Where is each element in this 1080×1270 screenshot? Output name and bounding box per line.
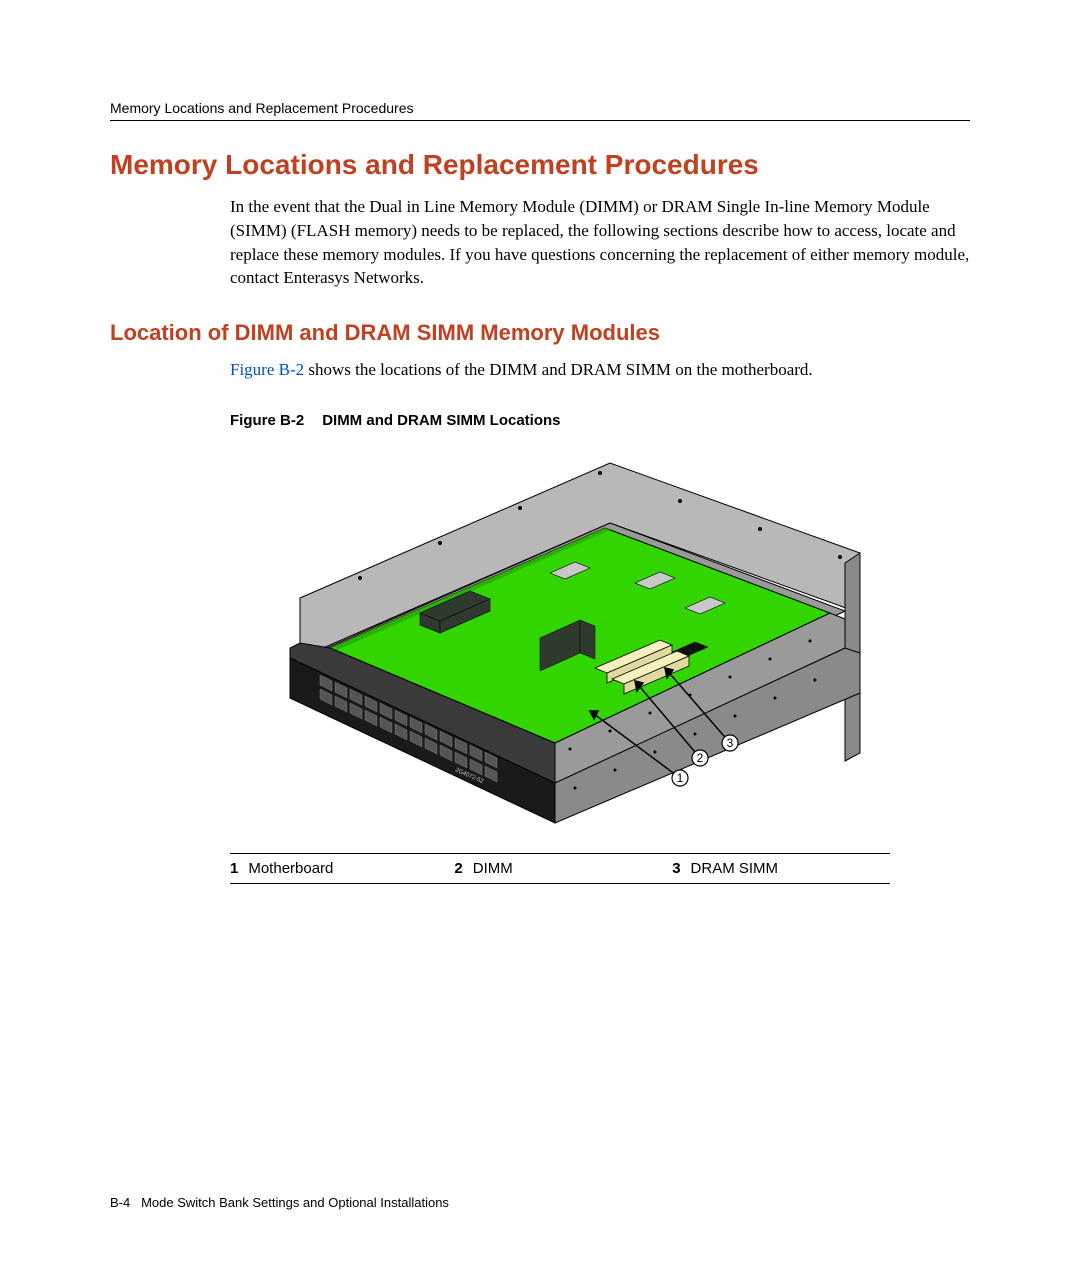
callout-2-num: 2: [697, 751, 704, 765]
legend-label-1: Motherboard: [248, 860, 333, 877]
page-footer: B-4 Mode Switch Bank Settings and Option…: [110, 1195, 449, 1210]
subsection-para: Figure B-2 shows the locations of the DI…: [230, 358, 970, 382]
figure-label: Figure B-2: [230, 412, 304, 429]
section-intro: In the event that the Dual in Line Memor…: [230, 195, 970, 290]
device-diagram: 2G4072-52: [240, 443, 880, 843]
callout-1-num: 1: [677, 771, 684, 785]
figure-image: 2G4072-52: [230, 443, 890, 843]
legend-label-2: DIMM: [473, 860, 513, 877]
callout-3-num: 3: [727, 736, 734, 750]
legend-item-3: 3 DRAM SIMM: [672, 860, 890, 877]
legend-item-1: 1 Motherboard: [230, 860, 454, 877]
legend-num-3: 3: [672, 860, 680, 877]
figure-title: DIMM and DRAM SIMM Locations: [322, 412, 560, 429]
legend-num-2: 2: [454, 860, 462, 877]
footer-page: B-4: [110, 1195, 130, 1210]
figure-legend: 1 Motherboard 2 DIMM 3 DRAM SIMM: [230, 853, 890, 884]
figure-caption: Figure B-2 DIMM and DRAM SIMM Locations: [230, 412, 970, 429]
figure-crossref[interactable]: Figure B-2: [230, 360, 304, 379]
running-head: Memory Locations and Replacement Procedu…: [110, 100, 970, 121]
subsection-title: Location of DIMM and DRAM SIMM Memory Mo…: [110, 320, 970, 346]
legend-item-2: 2 DIMM: [454, 860, 672, 877]
footer-chapter: Mode Switch Bank Settings and Optional I…: [141, 1195, 449, 1210]
subsection-para-rest: shows the locations of the DIMM and DRAM…: [304, 360, 813, 379]
legend-label-3: DRAM SIMM: [691, 860, 779, 877]
section-title: Memory Locations and Replacement Procedu…: [110, 149, 970, 181]
legend-num-1: 1: [230, 860, 238, 877]
